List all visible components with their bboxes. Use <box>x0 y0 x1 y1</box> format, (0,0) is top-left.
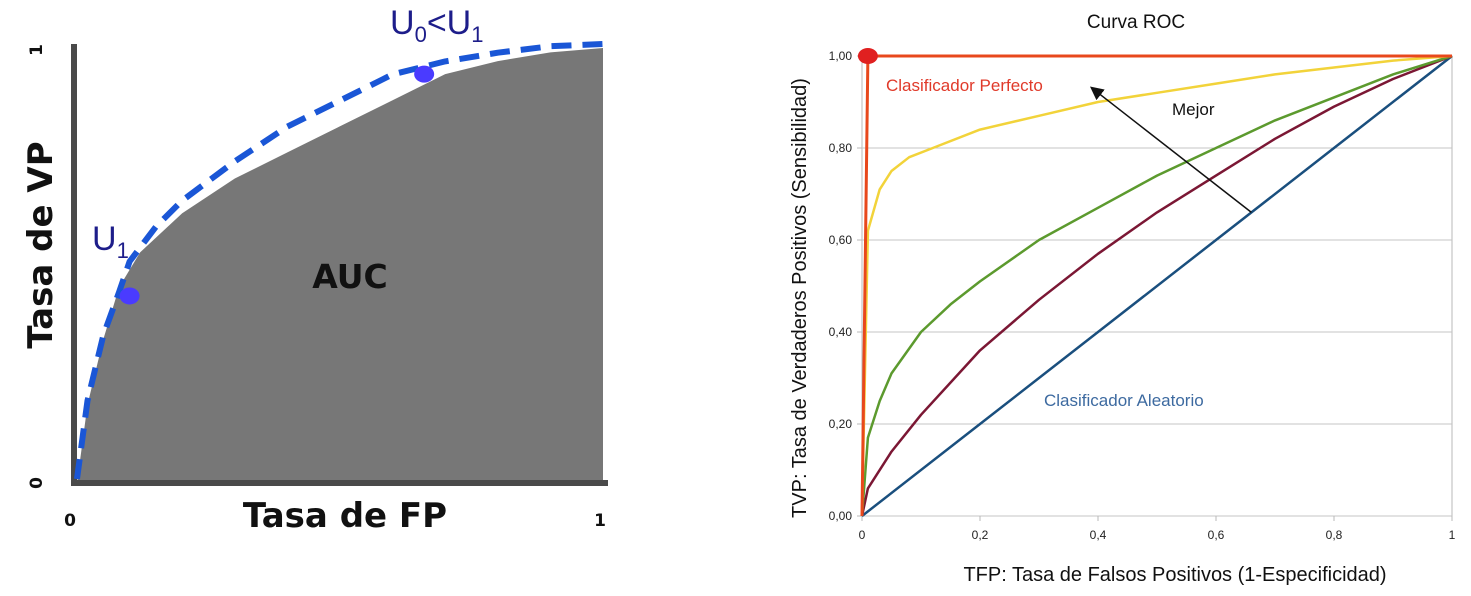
x-tick-label: 0,8 <box>1326 528 1343 542</box>
x-axis-title: Tasa de FP <box>243 496 447 536</box>
ticks-layer: 0 0,2 0,4 0,6 0,8 1 0,00 0,20 0,40 0,60 0,80 1,00 <box>829 49 1456 542</box>
y-tick-label: 1 <box>27 44 47 56</box>
y-axis-title: TVP: Tasa de Verdaderos Positivos (Sensi… <box>789 78 811 518</box>
operating-point <box>414 65 435 83</box>
x-tick-label: 0,6 <box>1208 528 1225 542</box>
roc-series-line <box>860 54 1453 517</box>
x-tick-label: 0,2 <box>972 528 989 542</box>
y-tick-label: 0,00 <box>829 509 853 523</box>
dashed-roc-curve <box>74 41 604 480</box>
y-tick-label: 0,20 <box>829 417 853 431</box>
auc-points-layer <box>119 65 435 305</box>
roc-series-line <box>861 55 1453 517</box>
point-label-u0-u1: U0<U1 <box>390 4 483 47</box>
perfect-classifier-point <box>857 48 878 64</box>
better-arrow <box>1089 86 1252 213</box>
x-tick-label: 0,4 <box>1090 528 1107 542</box>
x-tick-label: 1 <box>594 511 606 531</box>
chart-title: Curva ROC <box>1087 12 1185 33</box>
x-axis-title: TFP: Tasa de Falsos Positivos (1-Especif… <box>963 564 1386 586</box>
series-layer <box>857 48 1453 517</box>
y-tick-label: 0,80 <box>829 141 853 155</box>
roc-chart: Curva ROC 0 0,2 0,4 0,6 0,8 1 0,00 0,20 0,40 0,60… <box>789 12 1456 586</box>
y-tick-label: 0,60 <box>829 233 853 247</box>
y-tick-label: 0,40 <box>829 325 853 339</box>
auc-curve-layer <box>74 41 604 480</box>
annotation-better: Mejor <box>1172 100 1215 119</box>
x-tick-label: 0 <box>859 528 866 542</box>
roc-series-line <box>860 54 1453 517</box>
x-tick-label: 0 <box>64 511 76 531</box>
roc-series-line <box>860 54 1453 517</box>
annotation-random: Clasificador Aleatorio <box>1044 391 1204 410</box>
auc-area <box>77 48 603 483</box>
y-axis-title: Tasa de VP <box>21 141 61 348</box>
annotation-perfect: Clasificador Perfecto <box>886 76 1043 95</box>
y-tick-label: 1,00 <box>829 49 853 63</box>
x-tick-label: 1 <box>1449 528 1456 542</box>
area-label: AUC <box>312 257 388 296</box>
auc-area-layer <box>77 48 603 483</box>
point-label-u1: U1 <box>92 220 129 263</box>
auc-chart: AUC Tasa de FP Tasa de VP 0 1 0 1 U1 U0<… <box>21 4 608 536</box>
operating-point <box>119 287 140 305</box>
y-tick-label: 0 <box>27 477 47 489</box>
